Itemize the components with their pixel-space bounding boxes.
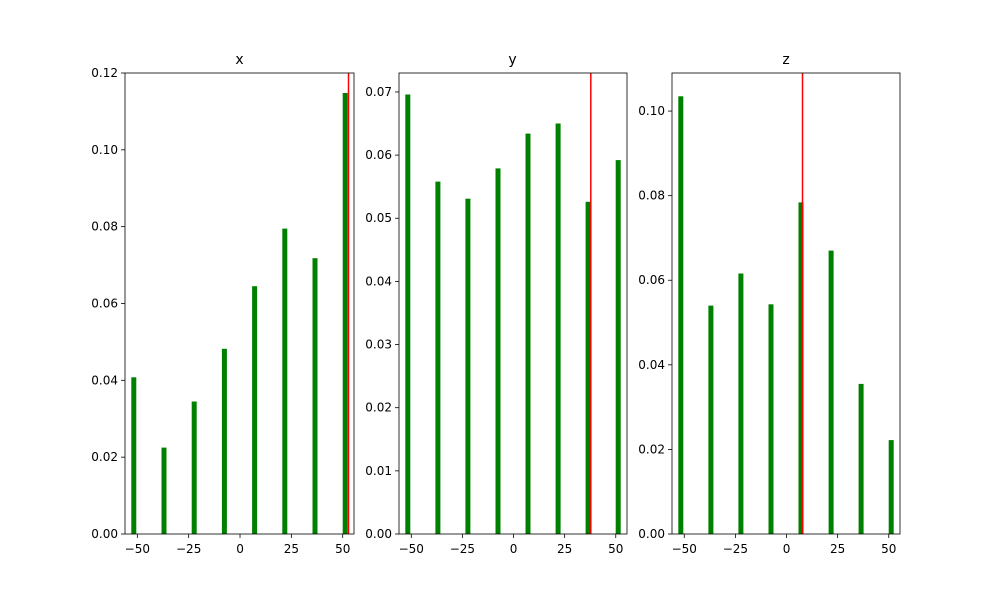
histogram-bar xyxy=(828,250,834,534)
x-tick-label: 50 xyxy=(881,542,896,556)
histogram-bar xyxy=(405,94,411,534)
subplot-z: z −50 −25 0 25 50 0.00 0.02 0.04 0.06 0.08 0.10 xyxy=(638,52,901,556)
y-tick-label: 0.02 xyxy=(365,401,392,415)
histogram-bar xyxy=(465,198,471,534)
histogram-bar xyxy=(252,286,258,534)
histogram-bar xyxy=(221,348,227,534)
axes-frame xyxy=(398,72,628,535)
histogram-bar xyxy=(858,383,864,534)
y-tick-label: 0.10 xyxy=(91,143,118,157)
y-tick-label: 0.02 xyxy=(638,442,665,456)
subplot-y: y −50 −25 0 25 50 0.00 0.01 0.02 0.03 0.04 0.05 0.0… xyxy=(365,52,628,556)
x-tick-label: −50 xyxy=(125,542,150,556)
y-tick-label: 0.08 xyxy=(638,189,665,203)
y-tick-label: 0.06 xyxy=(91,297,118,311)
histogram-bar xyxy=(282,228,288,534)
y-tick-label: 0.00 xyxy=(91,527,118,541)
x-tick-label: −50 xyxy=(672,542,697,556)
y-tick-label: 0.03 xyxy=(365,338,392,352)
y-tick-label: 0.12 xyxy=(91,66,118,80)
y-tick-label: 0.01 xyxy=(365,464,392,478)
x-tick-label: −25 xyxy=(723,542,748,556)
x-tick-label: −25 xyxy=(450,542,475,556)
x-tick-label: 25 xyxy=(557,542,572,556)
histogram-bar xyxy=(555,123,561,534)
histogram-bar xyxy=(312,258,318,534)
histogram-bar xyxy=(708,305,714,534)
histogram-bar xyxy=(585,201,591,535)
histogram-bar xyxy=(798,202,804,534)
axes-frame xyxy=(671,72,901,535)
x-tick-label: 0 xyxy=(236,542,244,556)
x-tick-label: −25 xyxy=(176,542,201,556)
histogram-bar xyxy=(131,377,137,534)
histogram-bar xyxy=(525,133,531,534)
y-tick-label: 0.07 xyxy=(365,85,392,99)
histogram-bar xyxy=(342,93,348,534)
histogram-bar xyxy=(888,440,894,534)
histogram-bar xyxy=(678,96,684,535)
histogram-bar xyxy=(161,447,167,534)
x-tick-label: 50 xyxy=(608,542,623,556)
subplot-title: x xyxy=(235,52,243,68)
y-tick-label: 0.06 xyxy=(365,148,392,162)
y-tick-label: 0.02 xyxy=(91,450,118,464)
histogram-bar xyxy=(495,168,501,534)
subplot-title: y xyxy=(508,52,516,68)
x-tick-label: 25 xyxy=(830,542,845,556)
y-tick-label: 0.05 xyxy=(365,211,392,225)
y-tick-label: 0.04 xyxy=(365,274,392,288)
y-tick-label: 0.00 xyxy=(638,527,665,541)
x-tick-label: 25 xyxy=(284,542,299,556)
subplot-title: z xyxy=(782,52,789,68)
x-tick-label: 50 xyxy=(335,542,350,556)
y-tick-label: 0.06 xyxy=(638,273,665,287)
histogram-bar xyxy=(191,401,197,534)
y-tick-label: 0.00 xyxy=(365,527,392,541)
x-tick-label: 0 xyxy=(783,542,791,556)
y-tick-label: 0.04 xyxy=(91,373,118,387)
x-tick-label: 0 xyxy=(510,542,518,556)
y-tick-label: 0.10 xyxy=(638,104,665,118)
histogram-bar xyxy=(738,273,744,534)
y-tick-label: 0.04 xyxy=(638,358,665,372)
histogram-bar xyxy=(615,160,621,534)
subplot-x: x −50 −25 0 25 50 0.00 0.02 0.04 0.06 0.08 0.10 0.1… xyxy=(91,52,355,556)
histogram-bar xyxy=(435,181,441,534)
histogram-bar xyxy=(768,304,774,534)
y-tick-label: 0.08 xyxy=(91,220,118,234)
x-tick-label: −50 xyxy=(399,542,424,556)
